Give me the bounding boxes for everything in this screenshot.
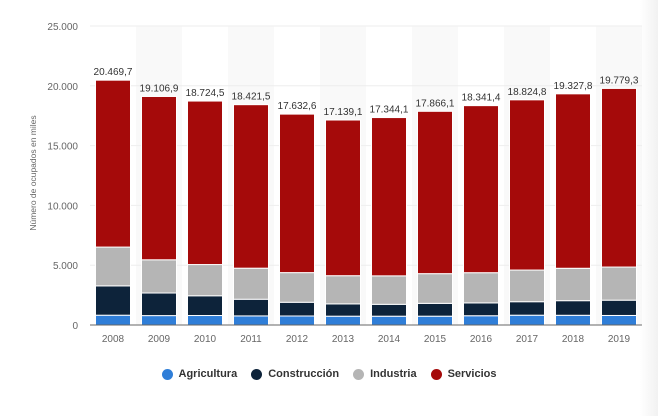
bar-segment-industria <box>555 267 591 302</box>
bar-segment-industria <box>187 264 223 297</box>
bar-segment-construccion <box>95 285 131 316</box>
x-tick-label: 2019 <box>608 334 631 345</box>
legend-item-agricultura[interactable]: Agricultura <box>161 368 238 380</box>
total-label: 19.327,8 <box>554 81 593 92</box>
bar-segment-construccion <box>601 299 637 316</box>
bar-segment-agricultura <box>325 315 361 326</box>
x-tick-label: 2009 <box>148 334 171 345</box>
bar-segment-industria <box>279 272 315 303</box>
bar-segment-construccion <box>463 302 499 317</box>
bar-segment-construccion <box>141 292 177 317</box>
bars <box>95 79 637 326</box>
legend-item-industria[interactable]: Industria <box>353 368 417 380</box>
x-tick-label: 2013 <box>332 334 355 345</box>
bar-segment-agricultura <box>417 315 453 326</box>
legend: Agricultura Construcción Industria Servi… <box>0 368 658 380</box>
bar-segment-construccion <box>371 303 407 317</box>
bar-segment-agricultura <box>141 315 177 326</box>
total-labels: 20.469,7 19.106,9 18.724,5 18.421,5 17.632,6… <box>94 67 639 118</box>
bar-segment-industria <box>325 275 361 305</box>
total-label: 18.341,4 <box>462 93 501 104</box>
total-label: 17.866,1 <box>416 98 455 109</box>
bar-segment-industria <box>233 267 269 300</box>
bar-segment-servicios <box>95 79 131 248</box>
legend-dot-icon <box>430 368 442 380</box>
bar-segment-agricultura <box>187 315 223 326</box>
bar-segment-agricultura <box>463 315 499 326</box>
bar-segment-industria <box>371 275 407 305</box>
bar-segment-servicios <box>417 110 453 275</box>
legend-item-servicios[interactable]: Servicios <box>430 368 497 380</box>
edge-fade <box>640 0 658 416</box>
bar-segment-agricultura <box>371 315 407 326</box>
bar-segment-industria <box>141 259 177 294</box>
bar-segment-construccion <box>509 301 545 316</box>
bar-segment-industria <box>509 269 545 303</box>
y-tick-label: 10.000 <box>47 201 78 212</box>
x-tick-label: 2017 <box>516 334 539 345</box>
x-tick-label: 2010 <box>194 334 217 345</box>
bar-segment-construccion <box>187 295 223 317</box>
bar-segment-industria <box>417 273 453 304</box>
bar-segment-servicios <box>187 100 223 266</box>
x-tick-label: 2008 <box>102 334 125 345</box>
y-axis-ticks: 0 5.000 10.000 15.000 20.000 25.000 <box>47 22 78 332</box>
total-label: 17.139,1 <box>324 107 363 118</box>
legend-dot-icon <box>251 368 263 380</box>
y-tick-label: 20.000 <box>47 82 78 93</box>
y-tick-label: 15.000 <box>47 142 78 153</box>
bar-segment-servicios <box>555 93 591 269</box>
bar-segment-agricultura <box>279 315 315 326</box>
total-label: 17.632,6 <box>278 101 317 112</box>
legend-item-construccion[interactable]: Construcción <box>251 368 339 380</box>
legend-label: Construcción <box>268 368 340 380</box>
bar-segment-construccion <box>279 301 315 317</box>
x-tick-label: 2015 <box>424 334 447 345</box>
y-axis-label: Número de ocupados en miles <box>28 115 38 231</box>
bar-segment-industria <box>95 246 131 287</box>
total-label: 17.344,1 <box>370 105 409 116</box>
x-tick-label: 2018 <box>562 334 585 345</box>
bar-segment-construccion <box>417 302 453 317</box>
y-tick-label: 25.000 <box>47 22 78 33</box>
x-tick-label: 2011 <box>240 334 262 345</box>
legend-dot-icon <box>161 368 173 380</box>
bar-segment-servicios <box>141 95 177 261</box>
bar-segment-construccion <box>233 298 269 317</box>
bar-segment-agricultura <box>95 314 131 326</box>
x-axis-ticks: 2008 2009 2010 2011 2012 2013 2014 2015 2016 2017… <box>102 334 631 345</box>
bar-segment-servicios <box>233 104 269 269</box>
legend-label: Agricultura <box>178 368 238 380</box>
bar-segment-servicios <box>601 87 637 268</box>
bar-segment-agricultura <box>601 314 637 326</box>
legend-dot-icon <box>353 368 365 380</box>
legend-label: Servicios <box>447 368 497 380</box>
x-tick-label: 2014 <box>378 334 401 345</box>
total-label: 18.421,5 <box>232 92 271 103</box>
bar-segment-agricultura <box>555 314 591 326</box>
bar-segment-servicios <box>325 119 361 277</box>
bar-segment-industria <box>601 266 637 301</box>
bar-segment-agricultura <box>509 314 545 326</box>
y-tick-label: 0 <box>72 321 78 332</box>
total-label: 18.724,5 <box>186 88 225 99</box>
bar-segment-construccion <box>555 300 591 316</box>
total-label: 19.106,9 <box>140 83 179 94</box>
bar-segment-industria <box>463 272 499 304</box>
total-label: 19.779,3 <box>600 75 639 86</box>
x-tick-label: 2012 <box>286 334 309 345</box>
bar-segment-servicios <box>463 105 499 274</box>
bar-segment-servicios <box>509 99 545 271</box>
bar-segment-agricultura <box>233 315 269 326</box>
total-label: 20.469,7 <box>94 67 133 78</box>
total-label: 18.824,8 <box>508 87 547 98</box>
bar-segment-construccion <box>325 303 361 317</box>
gridlines <box>90 25 642 266</box>
x-tick-label: 2016 <box>470 334 493 345</box>
legend-label: Industria <box>370 368 417 380</box>
y-tick-label: 5.000 <box>53 261 78 272</box>
bar-segment-servicios <box>371 117 407 277</box>
bar-segment-servicios <box>279 113 315 274</box>
